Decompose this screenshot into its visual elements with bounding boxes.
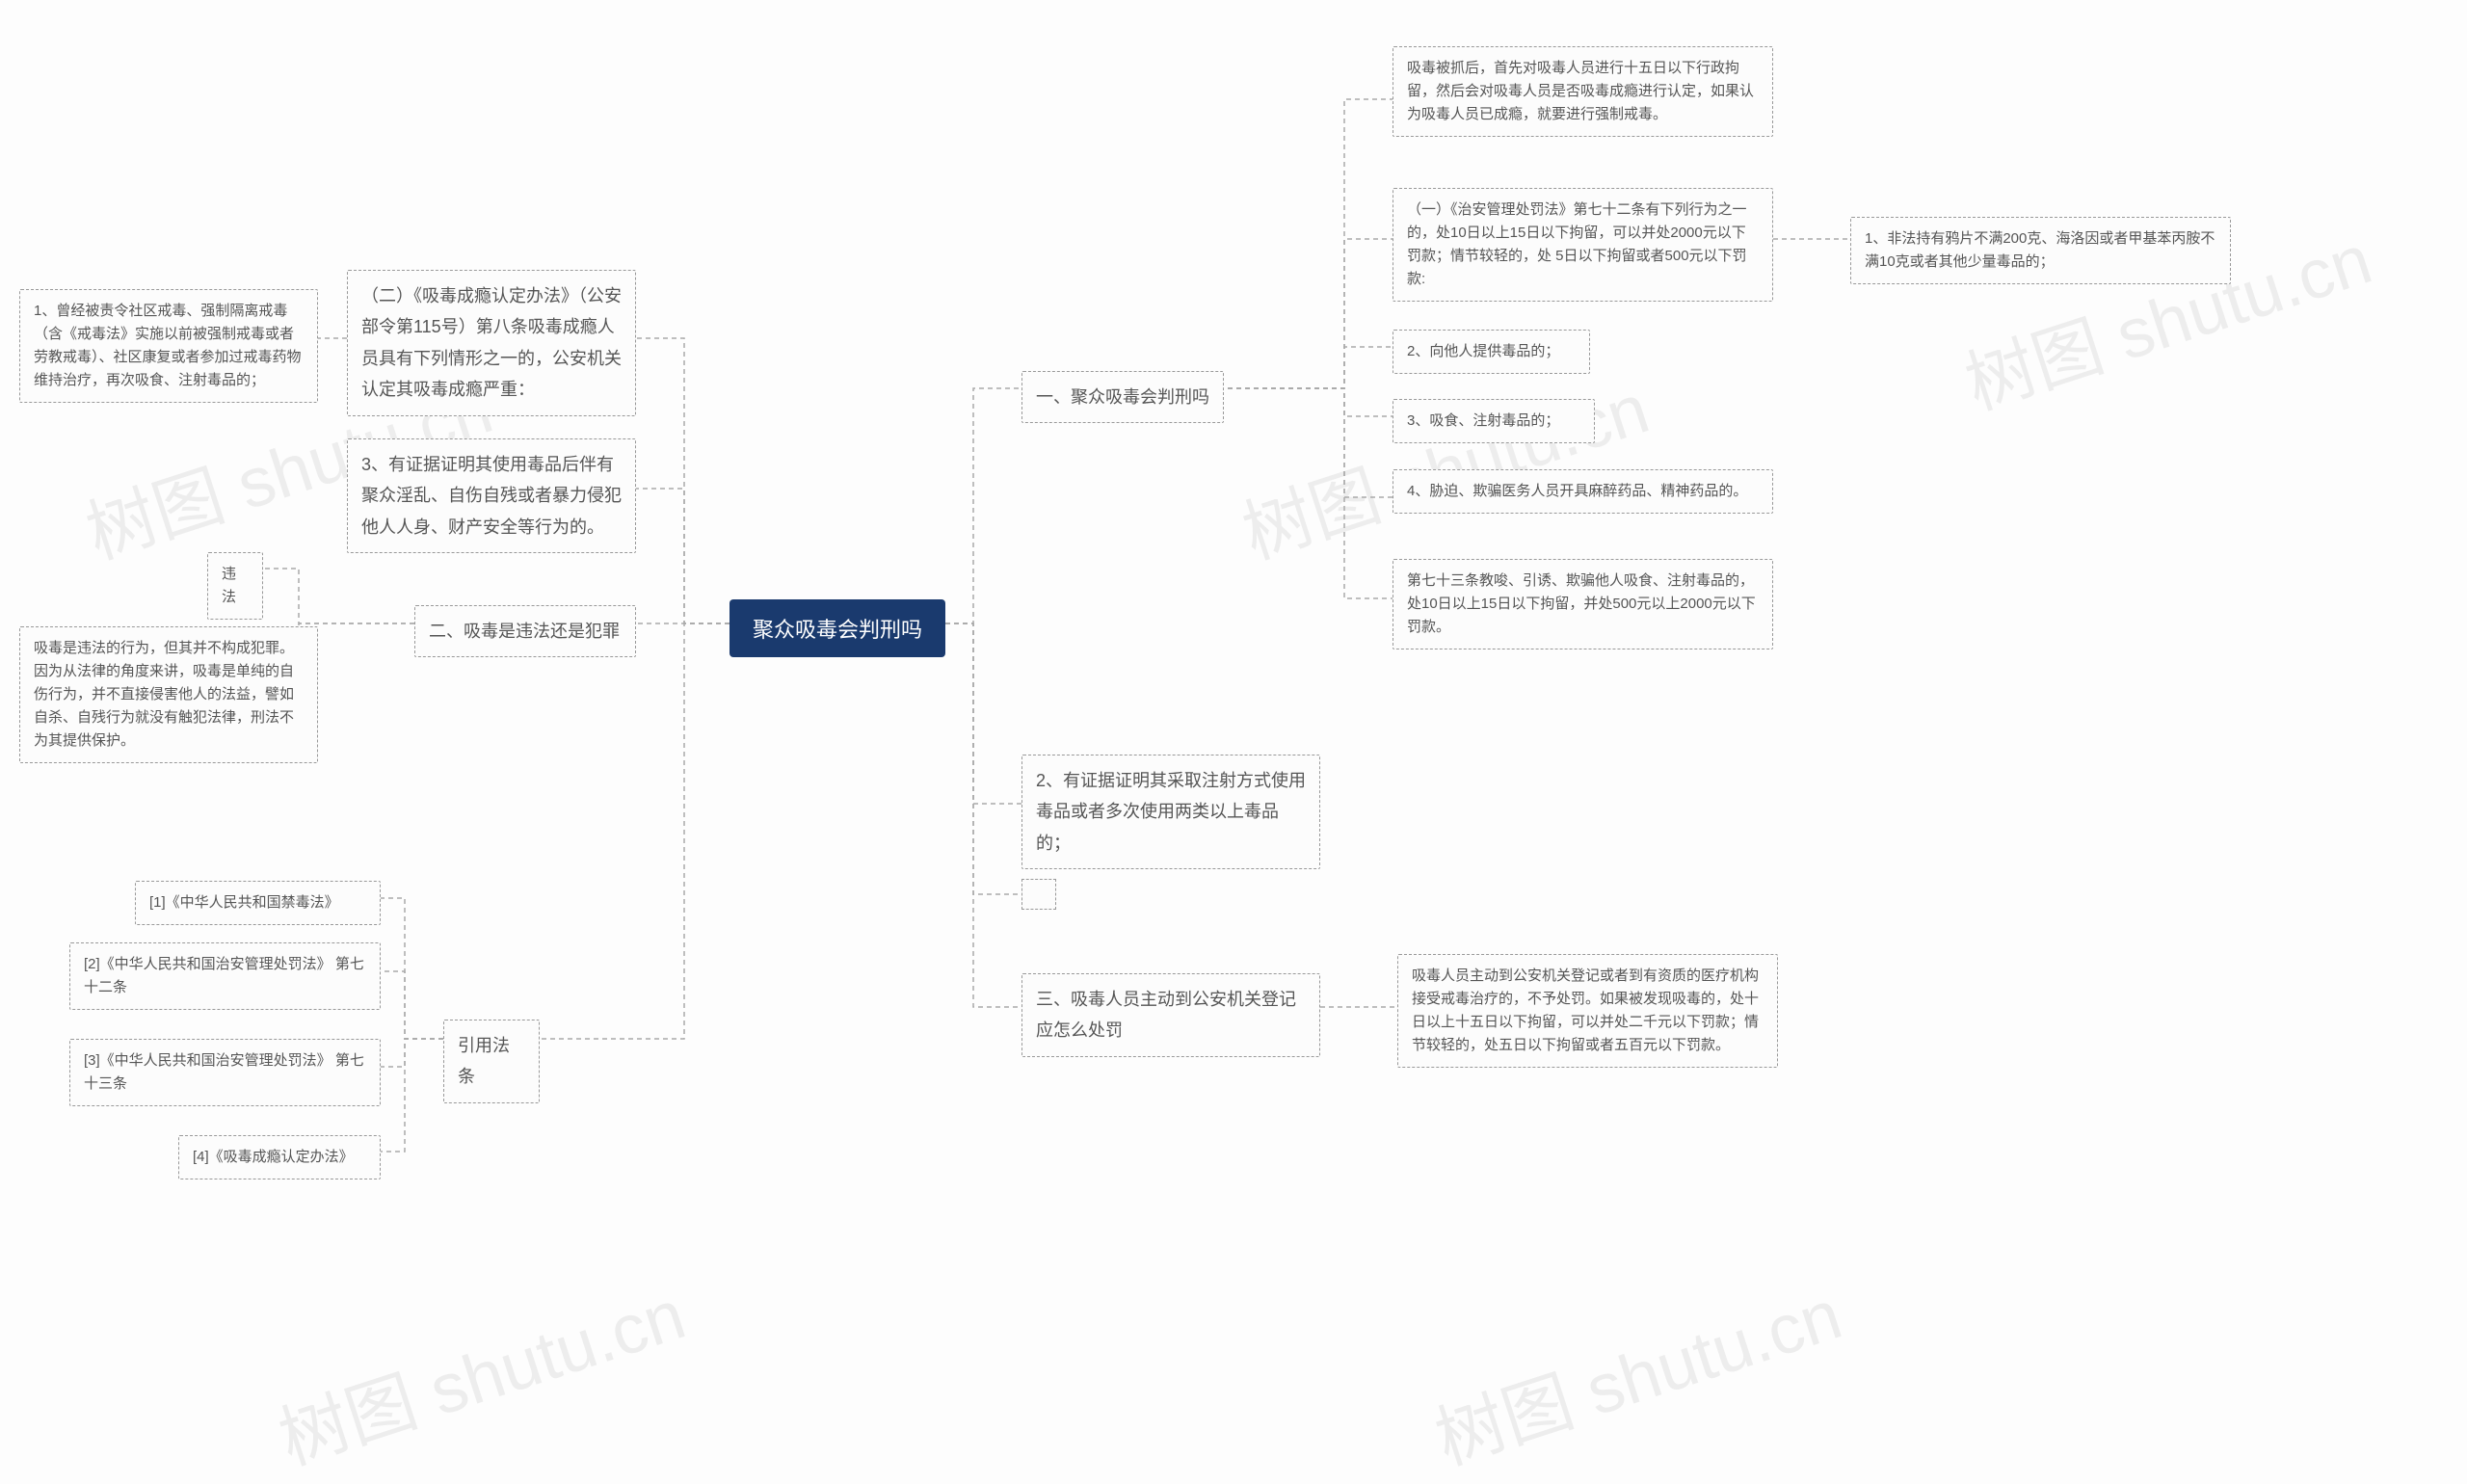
watermark: 树图 shutu.cn [264,1258,695,1484]
branch-left-2: 3、有证据证明其使用毒品后伴有聚众淫乱、自伤自残或者暴力侵犯他人人身、财产安全等… [347,438,636,553]
leaf-r1-c2-sub: 1、非法持有鸦片不满200克、海洛因或者甲基苯丙胺不满10克或者其他少量毒品的； [1850,217,2231,284]
leaf-l4-c1: [1]《中华人民共和国禁毒法》 [135,881,381,925]
leaf-r1-c1: 吸毒被抓后，首先对吸毒人员进行十五日以下行政拘留，然后会对吸毒人员是否吸毒成瘾进… [1393,46,1773,137]
branch-left-1: （二）《吸毒成瘾认定办法》（公安部令第115号）第八条吸毒成瘾人员具有下列情形之… [347,270,636,416]
leaf-r1-c2: （一）《治安管理处罚法》第七十二条有下列行为之一的，处10日以上15日以下拘留，… [1393,188,1773,302]
leaf-r1-c6: 第七十三条教唆、引诱、欺骗他人吸食、注射毒品的，处10日以上15日以下拘留，并处… [1393,559,1773,649]
root-node: 聚众吸毒会判刑吗 [729,599,945,657]
leaf-r1-c5: 4、胁迫、欺骗医务人员开具麻醉药品、精神药品的。 [1393,469,1773,514]
watermark: 树图 shutu.cn [1420,1258,1851,1484]
empty-node [1021,879,1056,910]
leaf-l4-c2: [2]《中华人民共和国治安管理处罚法》 第七十二条 [69,942,381,1010]
leaf-r3: 吸毒人员主动到公安机关登记或者到有资质的医疗机构接受戒毒治疗的，不予处罚。如果被… [1397,954,1778,1068]
leaf-l4-c4: [4]《吸毒成瘾认定办法》 [178,1135,381,1179]
branch-right-1: 一、聚众吸毒会判刑吗 [1021,371,1224,423]
leaf-l3-c2: 吸毒是违法的行为，但其并不构成犯罪。因为从法律的角度来讲，吸毒是单纯的自伤行为，… [19,626,318,763]
leaf-r1-c3: 2、向他人提供毒品的； [1393,330,1590,374]
branch-left-3: 二、吸毒是违法还是犯罪 [414,605,636,657]
branch-right-2: 2、有证据证明其采取注射方式使用毒品或者多次使用两类以上毒品的； [1021,755,1320,869]
leaf-l1: 1、曾经被责令社区戒毒、强制隔离戒毒（含《戒毒法》实施以前被强制戒毒或者劳教戒毒… [19,289,318,403]
leaf-l3-c1: 违法 [207,552,263,620]
branch-right-3: 三、吸毒人员主动到公安机关登记应怎么处罚 [1021,973,1320,1057]
leaf-l4-c3: [3]《中华人民共和国治安管理处罚法》 第七十三条 [69,1039,381,1106]
watermark: 树图 shutu.cn [1228,352,1658,578]
branch-left-4: 引用法条 [443,1020,540,1103]
leaf-r1-c4: 3、吸食、注射毒品的； [1393,399,1595,443]
